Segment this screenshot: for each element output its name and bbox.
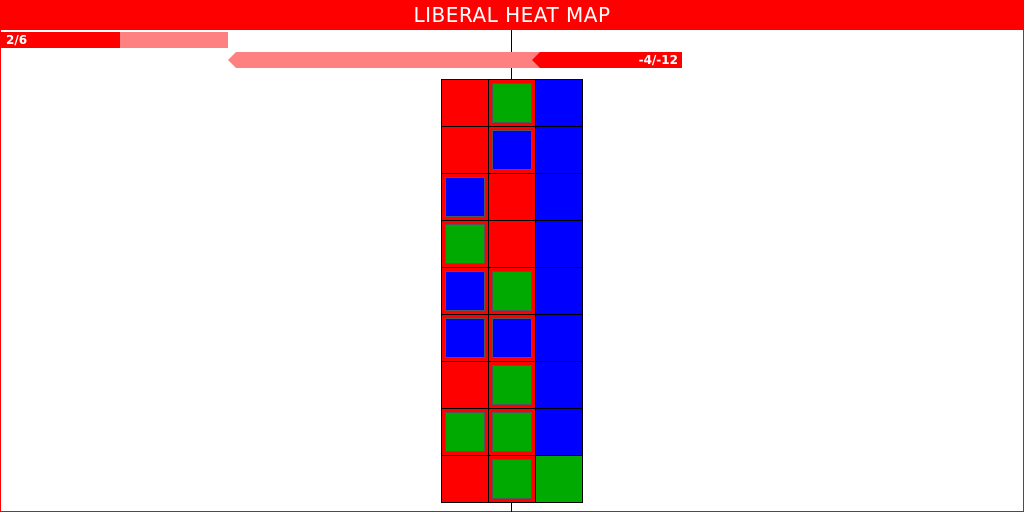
heat-map-cell-marker <box>492 318 532 358</box>
heat-map-cell <box>489 268 536 315</box>
heat-map-cell <box>442 456 489 503</box>
balance-label: -4/-12 <box>540 52 678 68</box>
score-bar: 2/6 <box>1 32 228 48</box>
heat-map-cell <box>536 362 583 409</box>
heat-map-cell <box>489 456 536 503</box>
page-title: LIBERAL HEAT MAP <box>413 3 610 27</box>
heat-map-cell <box>489 221 536 268</box>
heat-map-cell-marker <box>445 271 485 311</box>
heat-map-cell-marker <box>445 412 485 452</box>
heat-map-cell <box>536 174 583 221</box>
heat-map-cell <box>489 362 536 409</box>
balance-bar-fill-arrow <box>532 52 540 68</box>
heat-map-cell <box>489 315 536 362</box>
heat-map-cell-marker <box>492 412 532 452</box>
score-label: 2/6 <box>6 32 27 48</box>
heat-map-grid <box>441 79 583 503</box>
heat-map-cell <box>442 268 489 315</box>
heat-map-cell-marker <box>492 130 532 170</box>
heat-map-cell-marker <box>445 177 485 217</box>
heat-map-cell <box>442 174 489 221</box>
heat-map-cell-marker <box>492 271 532 311</box>
heat-map-cell <box>442 221 489 268</box>
heat-map-cell <box>489 127 536 174</box>
heat-map-cell <box>536 409 583 456</box>
heat-map-cell <box>442 315 489 362</box>
heat-map-cell-marker <box>445 318 485 358</box>
balance-bar-arrow <box>228 52 236 68</box>
heat-map-cell <box>442 362 489 409</box>
heat-map-cell-marker <box>492 459 532 499</box>
title-bar: LIBERAL HEAT MAP <box>0 0 1024 30</box>
heat-map-cell <box>536 268 583 315</box>
heat-map-cell <box>489 174 536 221</box>
heat-map-cell <box>442 409 489 456</box>
heat-map-cell <box>489 409 536 456</box>
heat-map-cell <box>536 456 583 503</box>
heat-map-cell <box>536 221 583 268</box>
heat-map-cell <box>489 80 536 127</box>
heat-map-cell <box>442 127 489 174</box>
heat-map-cell <box>536 127 583 174</box>
heat-map-cell-marker <box>492 365 532 405</box>
heat-map-cell-marker <box>492 83 532 123</box>
heat-map-cell <box>442 80 489 127</box>
heat-map-cell-marker <box>445 224 485 264</box>
heat-map-cell <box>536 80 583 127</box>
heat-map-cell <box>536 315 583 362</box>
